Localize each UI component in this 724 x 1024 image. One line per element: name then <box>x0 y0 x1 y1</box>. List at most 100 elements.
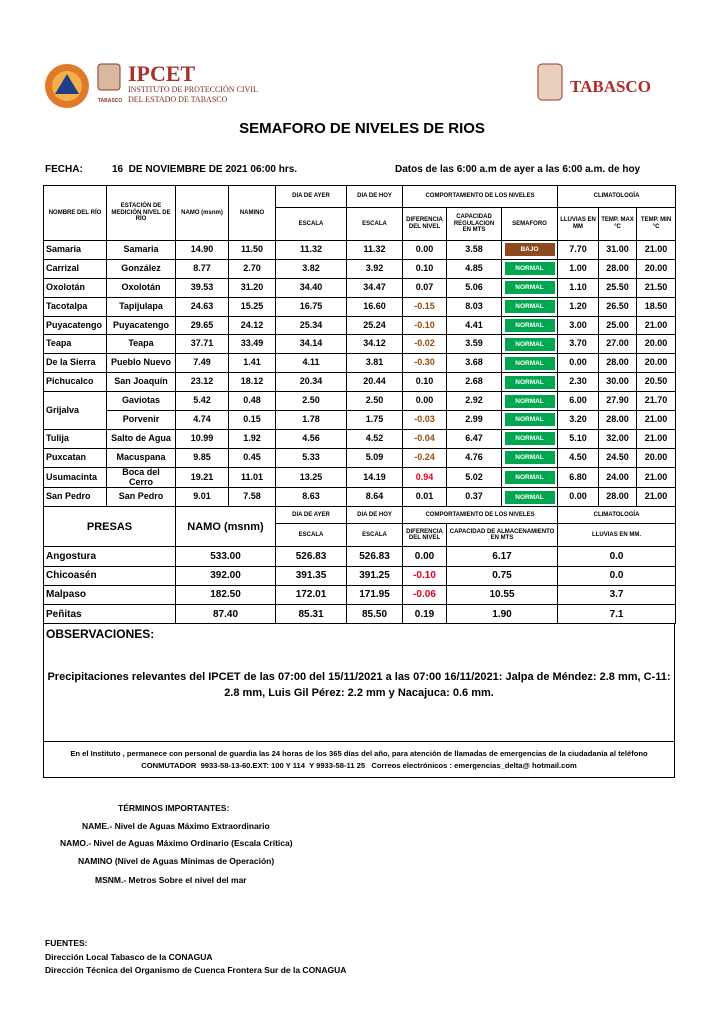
value-cell: 172.01 <box>275 584 347 605</box>
value-cell: 20.50 <box>636 372 677 393</box>
semaforo-status: NORMAL <box>504 413 555 427</box>
value-cell: 85.31 <box>275 603 347 625</box>
value-cell: 10.55 <box>445 584 559 605</box>
value-cell: 0.37 <box>446 487 502 508</box>
value-cell: 7.70 <box>557 240 600 260</box>
semaforo-cell: BAJO <box>500 240 559 260</box>
value-cell: 4.56 <box>275 428 347 449</box>
value-cell: 0.10 <box>402 372 447 393</box>
notice-box: En el Instituto , permanece con personal… <box>43 741 675 778</box>
dam-name: Angostura <box>43 546 176 567</box>
header-cell: DIA DE AYER <box>275 506 347 525</box>
semaforo-cell: NORMAL <box>500 277 559 298</box>
value-cell: 3.81 <box>346 353 403 374</box>
value-cell: 21.00 <box>636 428 677 449</box>
station-name: Samaria <box>106 240 176 260</box>
header-cell: ESTACIÓN DE MEDICIÓN NIVEL DE RÍO <box>106 185 176 241</box>
value-cell: 1.20 <box>557 296 600 317</box>
fecha-label: FECHA: <box>45 164 83 175</box>
value-cell: 30.00 <box>598 372 638 393</box>
value-cell: 24.12 <box>228 315 276 336</box>
value-cell: 5.06 <box>446 277 502 298</box>
value-cell: 1.78 <box>275 410 347 430</box>
header-cell: COMPORTAMIENTO DE LOS NIVELES <box>401 506 559 525</box>
dam-row: Angostura 533.00 526.83 526.83 0.00 6.17 0.0 <box>43 546 677 567</box>
river-row: Samaria Samaria 14.90 11.50 11.32 11.32 0.00 3.… <box>43 240 677 260</box>
presas-body: Angostura 533.00 526.83 526.83 0.00 6.17 0.0 Ch… <box>43 546 677 625</box>
header-cell: DIFERENCIA DEL NIVEL <box>402 207 447 241</box>
header-cell: LLUVIAS EN MM <box>557 207 600 241</box>
river-row: Porvenir 4.74 0.15 1.78 1.75 -0.03 2.99 NORMAL 3… <box>44 410 677 430</box>
value-cell: 28.00 <box>598 487 638 508</box>
value-cell: 0.15 <box>228 410 276 430</box>
value-cell: 31.00 <box>598 240 638 260</box>
value-cell: 14.90 <box>175 240 229 260</box>
value-cell: -0.30 <box>402 353 447 374</box>
value-cell: 28.00 <box>598 410 638 430</box>
value-cell: 29.65 <box>175 315 229 336</box>
org-name: IPCET <box>128 61 196 86</box>
value-cell: 5.02 <box>446 466 502 489</box>
value-cell: 24.63 <box>175 296 229 317</box>
value-cell: 9.01 <box>175 487 229 508</box>
dam-name: Peñitas <box>43 603 176 625</box>
crest-logo <box>97 63 121 91</box>
river-name: Puxcatan <box>43 447 107 468</box>
value-cell: 20.34 <box>275 372 347 393</box>
river-name: Teapa <box>43 334 107 355</box>
semaforo-status: NORMAL <box>504 432 555 446</box>
value-cell: 1.41 <box>228 353 276 374</box>
value-cell: 20.00 <box>636 447 677 468</box>
value-cell: 34.14 <box>275 334 347 355</box>
value-cell: 1.92 <box>228 428 276 449</box>
value-cell: 27.90 <box>598 391 638 412</box>
header-cell: CLIMATOLOGÍA <box>557 185 677 208</box>
semaforo-cell: NORMAL <box>500 315 559 336</box>
river-name: Tulija <box>43 428 107 449</box>
dam-row: Peñitas 87.40 85.31 85.50 0.19 1.90 7.1 <box>43 603 677 625</box>
org-line2: DEL ESTADO DE TABASCO <box>128 95 228 104</box>
value-cell: 24.50 <box>598 447 638 468</box>
semaforo-cell: NORMAL <box>500 353 559 374</box>
value-cell: 526.83 <box>275 546 347 567</box>
value-cell: 0.00 <box>557 353 600 374</box>
value-cell: 1.90 <box>445 603 559 625</box>
value-cell: 85.50 <box>346 603 403 625</box>
value-cell: 11.50 <box>228 240 276 260</box>
value-cell: 21.00 <box>636 240 677 260</box>
semaforo-status: NORMAL <box>504 319 555 332</box>
value-cell: 3.20 <box>557 410 600 430</box>
value-cell: 3.68 <box>446 353 502 374</box>
value-cell: 11.32 <box>346 240 403 260</box>
value-cell: -0.04 <box>402 428 447 449</box>
river-name: Carrizal <box>43 258 107 279</box>
river-row: Teapa Teapa 37.71 33.49 34.14 34.12 -0.02 3.59 N… <box>43 334 677 355</box>
term: NAME.- Nivel de Aguas Máximo Extraordina… <box>82 821 270 831</box>
header-cell: SEMAFORO <box>500 207 559 241</box>
value-cell: 2.92 <box>446 391 502 412</box>
value-cell: 34.47 <box>346 277 403 298</box>
value-cell: 0.01 <box>402 487 447 508</box>
value-cell: 25.50 <box>598 277 638 298</box>
value-cell: 15.25 <box>228 296 276 317</box>
value-cell: 25.24 <box>346 315 403 336</box>
value-cell: 5.10 <box>557 428 600 449</box>
value-cell: -0.03 <box>402 410 447 430</box>
value-cell: 3.59 <box>446 334 502 355</box>
semaforo-status: NORMAL <box>504 471 555 485</box>
header-cell: CAPACIDAD DE ALMACENAMIENTO EN MTS <box>445 523 559 548</box>
river-name: Puyacatengo <box>43 315 107 336</box>
term: MSNM.- Metros Sobre el nivel del mar <box>95 875 247 885</box>
dam-name: Chicoasén <box>43 565 176 586</box>
header-cell: CLIMATOLOGÍA <box>557 506 677 525</box>
value-cell: 6.17 <box>445 546 559 567</box>
value-cell: 16.60 <box>346 296 403 317</box>
source: Dirección Local Tabasco de la CONAGUA <box>45 952 213 962</box>
header-cell: CAPACIDAD REGULACION EN MTS <box>446 207 502 241</box>
river-row: Usumacinta Boca del Cerro 19.21 11.01 13.25 1… <box>43 466 677 489</box>
value-cell: 32.00 <box>598 428 638 449</box>
value-cell: 16.75 <box>275 296 347 317</box>
value-cell: 34.12 <box>346 334 403 355</box>
value-cell: -0.10 <box>402 565 447 586</box>
state-crest <box>537 63 563 101</box>
